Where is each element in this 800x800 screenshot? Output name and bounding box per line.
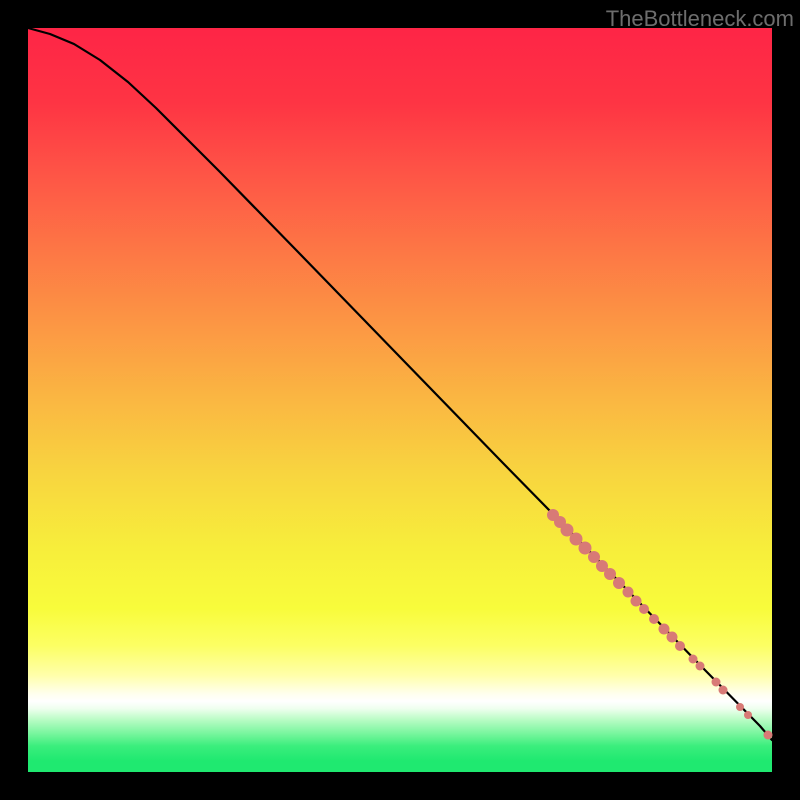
chart-stage: TheBottleneck.com [0,0,800,800]
attribution-text: TheBottleneck.com [606,6,794,32]
plot-gradient-area [0,0,800,800]
